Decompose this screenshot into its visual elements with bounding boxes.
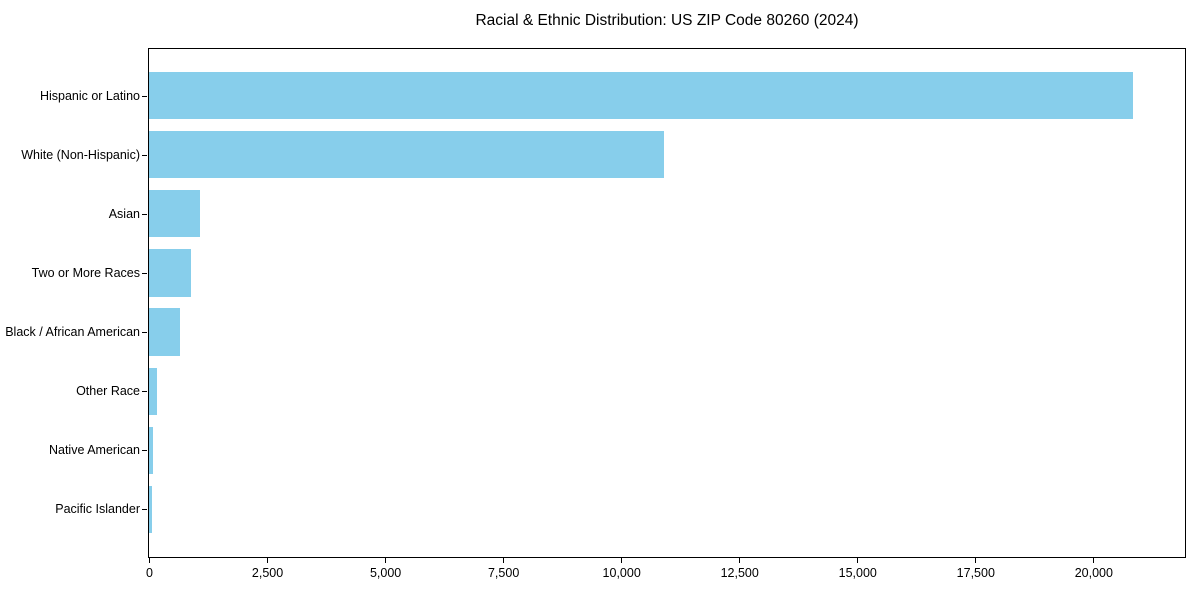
y-tick-mark (142, 391, 147, 393)
bar (149, 72, 1133, 120)
x-tick-label: 15,000 (838, 566, 877, 580)
y-tick-mark (142, 509, 147, 511)
bar (149, 190, 200, 238)
x-tick-label: 5,000 (369, 566, 402, 580)
x-tick-mark (975, 558, 977, 563)
y-tick-label: Asian (108, 206, 140, 221)
x-tick-mark (1093, 558, 1095, 563)
y-tick-mark (142, 450, 147, 452)
y-tick-label: Hispanic or Latino (39, 88, 140, 103)
y-tick-label: Native American (48, 443, 140, 458)
x-tick-mark (621, 558, 623, 563)
plot-area (148, 48, 1186, 558)
x-tick-label: 17,500 (956, 566, 995, 580)
bar (149, 308, 181, 356)
y-tick-label: Black / African American (5, 325, 140, 340)
y-tick-mark (142, 95, 147, 97)
x-tick-label: 10,000 (602, 566, 641, 580)
x-tick-mark (739, 558, 741, 563)
x-tick-label: 2,500 (251, 566, 284, 580)
y-tick-mark (142, 154, 147, 156)
x-tick-mark (857, 558, 859, 563)
y-tick-label: Other Race (76, 384, 140, 399)
x-tick-mark (384, 558, 387, 563)
x-tick-mark (148, 558, 151, 563)
y-tick-label: Pacific Islander (55, 502, 140, 517)
bar (149, 426, 154, 474)
x-tick-label: 7,500 (487, 566, 520, 580)
chart-title: Racial & Ethnic Distribution: US ZIP Cod… (475, 12, 859, 29)
bar (149, 131, 664, 179)
y-tick-label: White (Non-Hispanic) (21, 147, 140, 162)
y-tick-mark (142, 331, 147, 334)
x-tick-label: 20,000 (1074, 566, 1113, 580)
bar (149, 367, 158, 415)
x-tick-label: 12,500 (720, 566, 759, 580)
x-tick-mark (503, 558, 505, 563)
bar (149, 485, 153, 533)
y-tick-label: Two or More Races (31, 265, 140, 280)
x-tick-mark (266, 558, 269, 563)
x-tick-label: 0 (146, 566, 153, 580)
y-tick-mark (142, 272, 147, 275)
y-tick-mark (142, 213, 147, 215)
bar (149, 249, 191, 297)
